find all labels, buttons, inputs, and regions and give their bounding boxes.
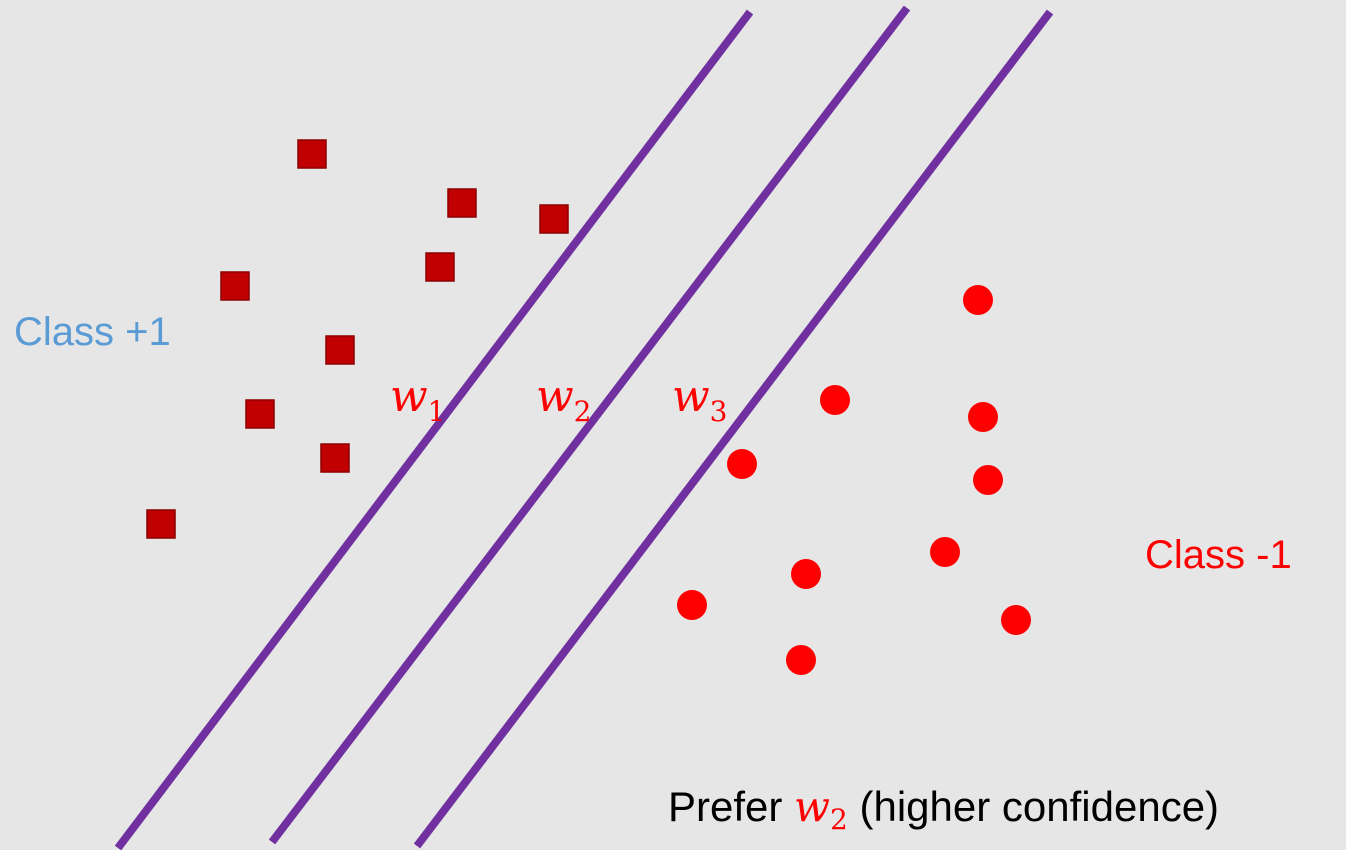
class-negative-point [786,645,816,675]
class-negative-point [1001,605,1031,635]
caption-prefix: Prefer [668,783,795,830]
class-negative-point [820,385,850,415]
separator-line-w1 [114,9,754,850]
class-positive-point [146,509,176,539]
caption-w-name: w [794,782,830,831]
class-positive-label: Class +1 [14,310,171,354]
class-positive-point [297,139,327,169]
w1-name: w [390,371,428,422]
class-negative-point [963,285,993,315]
w1-label: w1 [390,375,446,426]
class-positive-point [539,204,569,234]
w2-label: w2 [536,375,592,426]
class-negative-point [677,590,707,620]
w1-sub: 1 [427,395,446,428]
separator-line-w2 [268,5,911,845]
class-positive-point [320,443,350,473]
caption: Prefer w2 (higher confidence) [668,786,1219,834]
caption-w-sub: 2 [830,803,848,836]
class-positive-point [245,399,275,429]
w3-label: w3 [672,375,728,426]
w2-sub: 2 [573,395,592,428]
separator-line-w3 [413,9,1054,849]
w3-name: w [672,371,710,422]
class-positive-point [220,271,250,301]
class-positive-point [447,188,477,218]
caption-w: w2 [794,782,848,834]
class-negative-label: Class -1 [1145,533,1292,577]
class-negative-point [968,402,998,432]
class-negative-point [930,537,960,567]
w3-sub: 3 [709,395,728,428]
class-negative-point [727,449,757,479]
class-negative-point [791,559,821,589]
class-positive-point [325,335,355,365]
caption-suffix: (higher confidence) [847,783,1220,830]
class-negative-point [973,465,1003,495]
class-positive-point [425,252,455,282]
w2-name: w [536,371,574,422]
